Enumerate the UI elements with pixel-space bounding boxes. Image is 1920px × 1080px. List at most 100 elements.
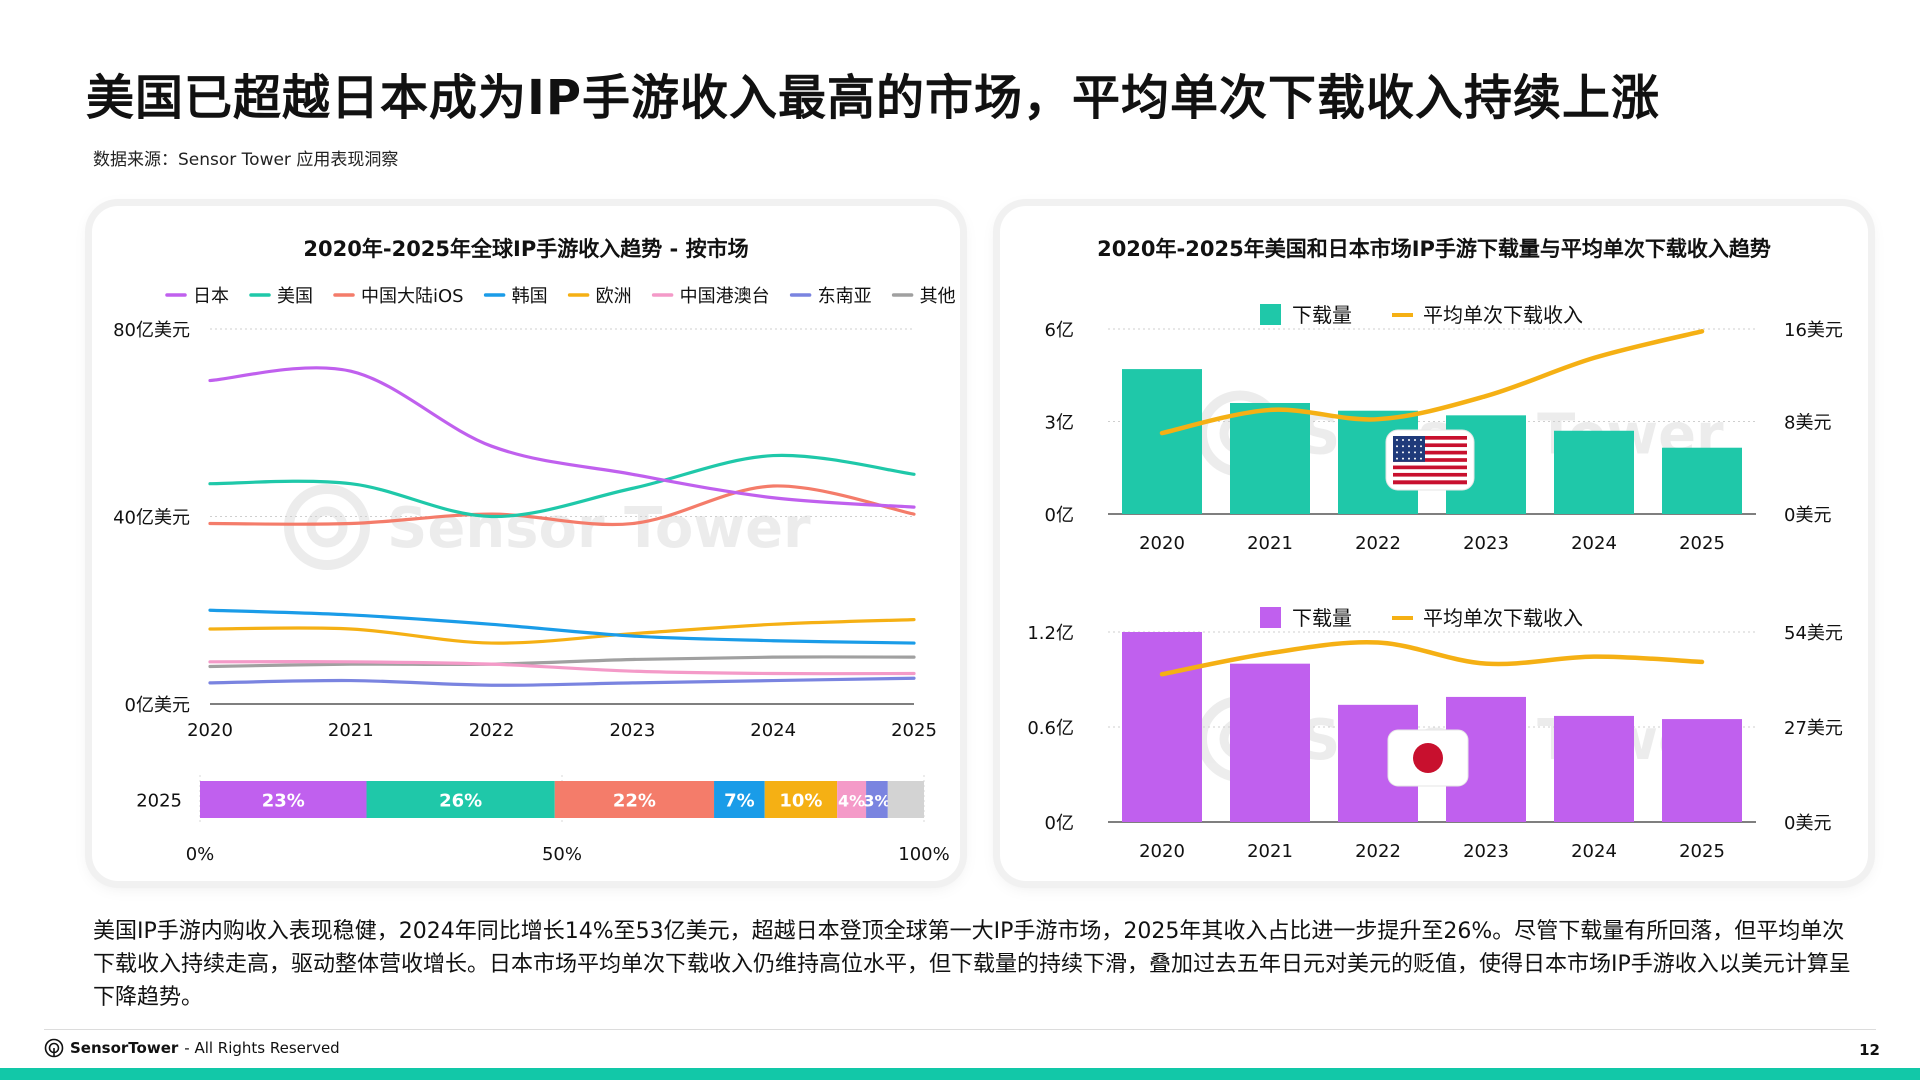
legend-label-avg-revenue: 平均单次下载收入 [1423,303,1583,327]
y-right-tick-label: 54美元 [1784,623,1843,644]
download-bar [1122,369,1202,514]
us-flag-star [1414,457,1416,460]
download-bar [1554,715,1634,822]
us-flag-star [1396,439,1398,441]
legend-label-4: 欧洲 [596,286,632,307]
x-tick-label: 2025 [1679,533,1725,554]
us-flag-stripe [1393,461,1467,466]
us-flag-stripe [1393,472,1467,477]
download-bar [1554,430,1634,514]
us-flag-star [1396,451,1398,454]
avg-revenue-line [1159,640,1705,677]
series-line-3 [208,608,916,645]
series-line-5 [208,660,916,676]
watermark-logo-icon [284,484,370,570]
us-flag-stripe [1393,454,1467,459]
us-flag-stripe [1393,450,1467,455]
download-trend-chart: 2020年-2025年美国和日本市场IP手游下载量与平均单次下载收入趋势Sens… [1027,237,1843,862]
us-flag-star [1408,457,1410,460]
legend-swatch-downloads [1260,304,1281,325]
us-flag-star [1414,445,1416,448]
legend-swatch-downloads [1260,607,1281,628]
y-left-tick-label: 1.2亿 [1027,623,1074,644]
x-tick-label: 2024 [750,720,796,741]
us-flag [1385,429,1475,491]
share-segment-7 [887,781,924,818]
legend-label-downloads: 下载量 [1292,303,1352,327]
x-tick-label: 2022 [1355,841,1401,862]
x-tick-label: 2023 [1463,533,1509,554]
us-flag-star [1414,451,1416,454]
y-left-tick-label: 3亿 [1045,413,1074,434]
series-line-7 [208,655,916,669]
watermark-text: Sensor Tower [387,496,811,561]
x-tick-label: 2023 [609,720,655,741]
us-flag-star [1408,451,1410,454]
x-tick-label: 2021 [328,720,374,741]
share-segment-label-5: 4% [838,792,865,811]
download-bar [1230,403,1310,514]
share-segment-4 [764,781,838,818]
share-x-tick-label: 50% [542,844,582,865]
x-tick-label: 2024 [1571,841,1617,862]
x-tick-label: 2020 [187,720,233,741]
y-right-tick-label: 0美元 [1784,813,1831,834]
us-flag-star [1420,439,1422,441]
series-line-6 [208,676,916,687]
legend-label-avg-revenue: 平均单次下载收入 [1423,606,1583,630]
chart-title: 2020年-2025年美国和日本市场IP手游下载量与平均单次下载收入趋势 [1097,237,1771,261]
us-flag-star [1408,439,1410,441]
sensor-tower-logo-icon [44,1038,64,1058]
x-tick-label: 2020 [1139,841,1185,862]
us-flag-star [1420,451,1422,454]
share-segment-label-2: 22% [613,791,656,812]
share-segment-label-3: 7% [724,791,755,812]
y-tick-label: 0亿美元 [125,695,190,716]
market-revenue-chart: Sensor Tower 2020年-2025年全球IP手游收入趋势 - 按市场日… [113,237,956,865]
legend-label-1: 美国 [277,286,313,307]
us-flag-star [1420,457,1422,460]
download-trend-panel: 2020年-2025年美国和日本市场IP手游下载量与平均单次下载收入趋势Sens… [1000,206,1868,881]
share-segment-3 [714,781,765,818]
us-flag-star [1408,445,1410,448]
share-segment-label-4: 10% [779,791,822,812]
x-tick-label: 2021 [1247,533,1293,554]
us-flag-stripe [1393,439,1467,444]
share-x-tick-label: 100% [898,844,949,865]
download-bar [1122,632,1202,822]
us-flag-stripe [1393,465,1467,470]
y-left-tick-label: 0.6亿 [1027,718,1074,739]
series-line-0 [208,366,916,509]
chart-title: 2020年-2025年全球IP手游收入趋势 - 按市场 [303,237,748,261]
footer-brand: SensorTower [70,1039,179,1057]
series-line-2 [208,484,916,527]
japan-flag [1387,729,1469,787]
us-flag-stripe [1393,458,1467,463]
share-segment-2 [554,781,715,818]
us-flag-stripe [1393,469,1467,474]
summary-text: 美国IP手游内购收入表现稳健，2024年同比增长14%至53亿美元，超越日本登顶… [93,919,1851,1010]
us-flag-star [1420,445,1422,448]
legend-label-3: 韩国 [512,286,548,307]
y-tick-label: 80亿美元 [113,320,190,341]
series-line-1 [208,453,916,519]
share-segment-0 [200,781,367,818]
data-source: 数据来源：Sensor Tower 应用表现洞察 [93,150,399,170]
legend-label-7: 其他 [920,286,956,307]
x-tick-label: 2021 [1247,841,1293,862]
y-tick-label: 40亿美元 [113,508,190,529]
us-flag-star [1396,445,1398,448]
page-title: 美国已超越日本成为IP手游收入最高的市场，平均单次下载收入持续上涨 [86,70,1661,126]
market-revenue-panel: Sensor Tower 2020年-2025年全球IP手游收入趋势 - 按市场日… [92,206,960,881]
us-flag-stripe [1393,443,1467,448]
y-left-tick-label: 0亿 [1045,505,1074,526]
us-flag-star [1402,445,1404,448]
x-tick-label: 2020 [1139,533,1185,554]
legend-label-0: 日本 [193,286,229,307]
share-segment-1 [366,781,555,818]
page-number: 12 [1859,1041,1880,1059]
download-bar [1230,663,1310,822]
share-x-tick-label: 0% [186,844,215,865]
share-segment-label-6: 3% [863,792,890,811]
share-bar-category: 2025 [136,791,182,812]
